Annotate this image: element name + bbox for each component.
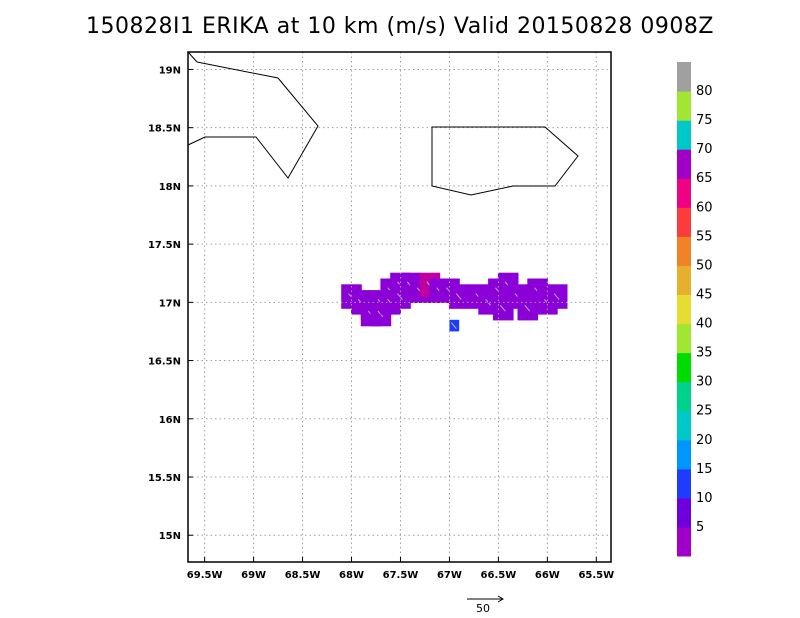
x-tick-label: 69W (241, 570, 266, 581)
y-tick-label: 19N (159, 65, 181, 76)
coastline-puerto-rico (431, 126, 579, 196)
wind-field-layer (341, 272, 568, 332)
y-tick-label: 17.5N (148, 240, 181, 251)
coastline-hispaniola-top (187, 51, 198, 63)
colorbar-label: 25 (696, 404, 713, 419)
y-tick-label: 18.5N (148, 124, 181, 135)
y-tick-label: 16N (159, 415, 181, 426)
colorbar-swatch (677, 149, 691, 179)
colorbar-label: 5 (696, 520, 704, 535)
colorbar-swatch (677, 62, 691, 92)
colorbar-label: 45 (696, 288, 713, 303)
colorbar-swatch (677, 526, 691, 557)
colorbar-label: 40 (696, 317, 713, 332)
colorbar-swatch (677, 410, 691, 441)
colorbar-swatch (677, 236, 691, 266)
x-tick-label: 65.5W (578, 570, 614, 581)
colorbar-swatch (677, 323, 691, 354)
y-tick-label: 16.5N (148, 357, 181, 368)
colorbar-swatch (677, 265, 691, 295)
colorbar-label: 15 (696, 462, 713, 477)
x-tick-label: 66W (535, 570, 560, 581)
colorbar-swatch (677, 381, 691, 412)
colorbar-label: 65 (696, 171, 713, 186)
wind-arrow (499, 304, 506, 312)
x-tick-label: 66.5W (481, 570, 517, 581)
axis-ticks: 69.5W 69W 68.5W 68W 67.5W 67W 66.5W 66W 65.5W 15N… (148, 65, 614, 581)
colorbar-swatch (677, 294, 691, 325)
colorbar-label: 70 (696, 142, 713, 157)
colorbar-label: 80 (696, 84, 713, 99)
wind-arrow (553, 293, 560, 300)
colorbar-swatch (677, 352, 691, 383)
colorbar-swatch (677, 120, 691, 150)
colorbar-label: 35 (696, 346, 713, 361)
colorbar-label: 10 (696, 491, 713, 506)
colorbar-swatch (677, 439, 691, 470)
plot-frame (187, 51, 612, 563)
x-tick-label: 67W (437, 570, 462, 581)
y-tick-label: 15.5N (148, 473, 181, 484)
reference-arrow-label: 50 (476, 602, 490, 615)
colorbar-swatch (677, 178, 691, 208)
wind-arrow (455, 293, 462, 300)
colorbar-swatch (677, 207, 691, 237)
colorbar-label: 30 (696, 375, 713, 390)
wind-arrow (450, 322, 457, 329)
colorbar-label: 50 (696, 258, 713, 273)
x-tick-label: 68.5W (285, 570, 321, 581)
colorbar-label: 75 (696, 113, 713, 128)
colorbar: 5 10 15 20 25 30 35 40 45 50 55 60 65 70 75 80 (677, 62, 713, 557)
wind-arrow (397, 293, 403, 300)
coastline-layer (187, 51, 579, 196)
x-tick-label: 69.5W (187, 570, 223, 581)
colorbar-label: 60 (696, 200, 713, 215)
colorbar-swatch (677, 468, 691, 499)
vector-reference: 50 (467, 595, 504, 615)
y-tick-label: 18N (159, 182, 181, 193)
x-tick-label: 68W (339, 570, 364, 581)
chart-title: 150828I1 ERIKA at 10 km (m/s) Valid 2015… (86, 14, 714, 39)
colorbar-swatch (677, 91, 691, 121)
y-tick-label: 15N (159, 531, 181, 542)
y-tick-label: 17N (159, 298, 181, 309)
coastline-hispaniola-east (187, 61, 319, 179)
x-tick-label: 67.5W (383, 570, 419, 581)
colorbar-swatch (677, 497, 691, 528)
colorbar-label: 55 (696, 229, 713, 244)
reference-arrowhead (497, 595, 504, 603)
colorbar-label: 20 (696, 433, 713, 448)
wind-arrow (524, 304, 531, 312)
wind-arrow (377, 310, 384, 318)
